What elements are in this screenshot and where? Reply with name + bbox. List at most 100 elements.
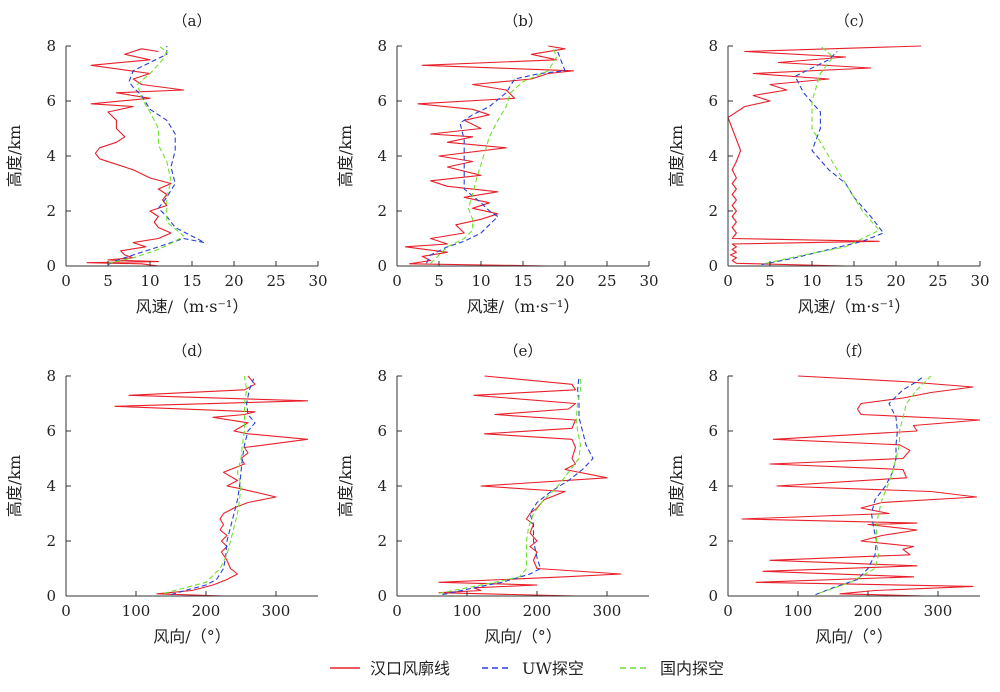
y-tick-label: 0	[377, 587, 387, 605]
series-line-2	[425, 48, 566, 264]
legend-label: 国内探空	[660, 659, 724, 678]
panel-6: （f） 0 100 200 300 0 2 4 6 8 风向/（°） 高度/km	[667, 342, 980, 646]
series-line-3	[765, 45, 880, 264]
panel-title: （e）	[504, 342, 543, 360]
series-group	[404, 45, 574, 267]
series-line-2	[442, 375, 594, 596]
y-tick-label: 2	[708, 532, 718, 550]
x-tick-label: 100	[784, 602, 813, 620]
series-line-3	[818, 375, 932, 594]
y-tick-label: 0	[377, 257, 387, 275]
x-tick-label: 200	[192, 602, 221, 620]
y-tick-label: 6	[46, 422, 56, 440]
y-tick-label: 8	[377, 37, 387, 55]
y-tick-label: 2	[377, 532, 387, 550]
x-tick-label: 10	[802, 272, 821, 290]
series-line-2	[815, 375, 925, 596]
x-axis-title: 风向/（°）	[815, 627, 892, 646]
y-tick-label: 2	[46, 532, 56, 550]
y-axis-title: 高度/km	[5, 455, 24, 517]
x-tick-label: 0	[392, 602, 402, 620]
x-tick-label: 15	[844, 272, 863, 290]
y-tick-label: 4	[377, 147, 387, 165]
legend-item-1: UW探空	[482, 659, 584, 678]
y-tick-label: 0	[708, 587, 718, 605]
panel-title: （a）	[173, 12, 212, 30]
x-tick-label: 300	[262, 602, 291, 620]
series-line-1	[114, 375, 309, 597]
x-tick-label: 15	[513, 272, 532, 290]
x-tick-label: 0	[723, 272, 733, 290]
series-line-1	[438, 375, 622, 597]
x-tick-label: 300	[924, 602, 953, 620]
series-line-2	[761, 51, 884, 266]
series-line-1	[404, 45, 574, 267]
x-tick-label: 200	[854, 602, 883, 620]
panel-3: （c） 0 5 10 15 20 25 30 0 2 4 6 8 风速/（m·s⁻¹） 高度/km	[667, 12, 990, 316]
y-axis-title: 高度/km	[667, 125, 686, 187]
y-tick-label: 8	[708, 367, 718, 385]
series-group	[741, 375, 980, 597]
series-line-3	[107, 45, 185, 264]
y-tick-label: 0	[46, 587, 56, 605]
x-tick-label: 20	[886, 272, 905, 290]
y-tick-label: 8	[46, 37, 56, 55]
series-line-1	[728, 45, 922, 267]
y-tick-label: 2	[377, 202, 387, 220]
x-axis-title: 风向/（°）	[484, 627, 561, 646]
series-group	[86, 45, 206, 267]
x-tick-label: 30	[639, 272, 658, 290]
panel-5: （e） 0 100 200 300 0 2 4 6 8 风向/（°） 高度/km	[336, 342, 649, 646]
panel-1: （a） 0 5 10 15 20 25 30 0 2 4 6 8 风速/（m·s⁻¹） 高度/km	[5, 12, 328, 316]
x-axis-title: 风速/（m·s⁻¹）	[136, 297, 249, 316]
x-tick-label: 20	[555, 272, 574, 290]
y-axis-title: 高度/km	[667, 455, 686, 517]
panel-4: （d） 0 100 200 300 0 2 4 6 8 风向/（°） 高度/km	[5, 342, 318, 646]
y-tick-label: 6	[377, 92, 387, 110]
y-tick-label: 2	[46, 202, 56, 220]
y-tick-label: 6	[708, 92, 718, 110]
x-tick-label: 25	[597, 272, 616, 290]
legend-label: 汉口风廓线	[370, 659, 450, 678]
x-axis-title: 风速/（m·s⁻¹）	[798, 297, 911, 316]
panel-title: （d）	[172, 342, 212, 360]
x-tick-label: 300	[593, 602, 622, 620]
y-tick-label: 8	[46, 367, 56, 385]
series-group	[114, 375, 309, 597]
y-tick-label: 8	[708, 37, 718, 55]
x-tick-label: 20	[224, 272, 243, 290]
y-tick-label: 6	[377, 422, 387, 440]
series-line-1	[741, 375, 980, 597]
series-line-3	[430, 45, 558, 264]
y-tick-label: 2	[708, 202, 718, 220]
series-line-3	[438, 376, 581, 594]
x-tick-label: 30	[970, 272, 989, 290]
legend-item-0: 汉口风廓线	[330, 659, 450, 678]
y-axis-title: 高度/km	[5, 125, 24, 187]
y-tick-label: 4	[46, 477, 56, 495]
legend: 汉口风廓线 UW探空 国内探空	[330, 659, 724, 678]
legend-label: UW探空	[522, 659, 584, 678]
x-tick-label: 100	[453, 602, 482, 620]
y-tick-label: 4	[708, 147, 718, 165]
y-tick-label: 6	[708, 422, 718, 440]
x-tick-label: 25	[266, 272, 285, 290]
y-axis-title: 高度/km	[336, 125, 355, 187]
y-tick-label: 0	[708, 257, 718, 275]
series-line-2	[107, 46, 206, 266]
y-tick-label: 4	[46, 147, 56, 165]
x-tick-label: 15	[182, 272, 201, 290]
series-group	[728, 45, 922, 267]
y-tick-label: 4	[708, 477, 718, 495]
legend-item-2: 国内探空	[620, 659, 724, 678]
y-tick-label: 4	[377, 477, 387, 495]
x-axis-title: 风向/（°）	[153, 627, 230, 646]
x-tick-label: 5	[765, 272, 775, 290]
y-axis-title: 高度/km	[336, 455, 355, 517]
x-tick-label: 0	[61, 602, 71, 620]
y-tick-label: 8	[377, 367, 387, 385]
x-tick-label: 0	[723, 602, 733, 620]
y-tick-label: 0	[46, 257, 56, 275]
